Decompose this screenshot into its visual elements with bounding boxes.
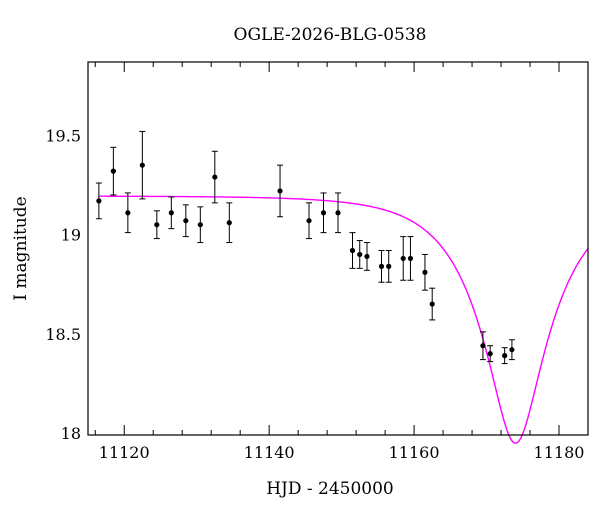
data-point-26 xyxy=(508,339,515,361)
point-marker xyxy=(386,263,392,269)
data-point-3 xyxy=(139,130,146,200)
data-point-16 xyxy=(363,242,370,271)
point-marker xyxy=(487,351,493,357)
point-marker xyxy=(277,188,283,194)
data-point-13 xyxy=(335,192,341,234)
point-marker xyxy=(154,222,160,228)
data-point-2 xyxy=(124,192,131,234)
data-point-17 xyxy=(378,249,385,283)
tick-labels: 11120 11140 11160 11180 18 18.5 19 19.5 xyxy=(45,126,584,462)
data-point-10 xyxy=(277,164,284,218)
y-tick-label: 19.5 xyxy=(45,126,81,145)
data-point-1 xyxy=(110,146,117,196)
data-point-19 xyxy=(400,236,407,281)
x-tick-label: 11120 xyxy=(99,443,150,462)
y-tick-label: 18 xyxy=(61,424,81,443)
data-point-21 xyxy=(421,253,428,291)
point-marker xyxy=(357,251,363,258)
data-point-9 xyxy=(226,202,233,244)
point-marker xyxy=(502,353,508,359)
data-point-25 xyxy=(501,347,508,365)
data-point-18 xyxy=(385,249,392,283)
data-points xyxy=(95,130,515,365)
model-curve xyxy=(98,195,589,445)
data-point-22 xyxy=(429,287,436,321)
data-point-8 xyxy=(211,150,218,204)
point-marker xyxy=(226,220,232,226)
y-tick-label: 18.5 xyxy=(45,325,81,344)
point-marker xyxy=(509,347,515,353)
data-point-24 xyxy=(487,345,494,363)
point-marker xyxy=(212,174,218,180)
data-point-0 xyxy=(95,182,102,220)
point-marker xyxy=(183,218,189,224)
point-marker xyxy=(96,198,102,204)
point-marker xyxy=(320,210,327,216)
data-point-12 xyxy=(320,192,327,234)
point-marker xyxy=(335,210,341,216)
data-point-23 xyxy=(479,331,486,361)
point-marker xyxy=(364,253,370,260)
point-marker xyxy=(480,343,486,349)
point-marker xyxy=(197,222,203,228)
data-point-4 xyxy=(153,210,160,240)
x-tick-label: 11180 xyxy=(534,443,585,462)
data-point-14 xyxy=(349,232,356,269)
point-marker xyxy=(306,218,312,224)
point-marker xyxy=(139,162,145,168)
data-point-15 xyxy=(356,240,363,269)
axis-ticks xyxy=(94,62,589,435)
y-tick-label: 19 xyxy=(61,226,81,245)
point-marker xyxy=(110,168,116,174)
point-marker xyxy=(422,269,428,275)
data-point-20 xyxy=(407,236,414,281)
x-axis-label: HJD - 2450000 xyxy=(266,479,394,499)
plot-frame xyxy=(87,61,589,436)
point-marker xyxy=(125,210,131,216)
data-point-7 xyxy=(197,206,204,244)
y-axis-label: I magnitude xyxy=(11,196,31,300)
point-marker xyxy=(378,263,385,269)
point-marker xyxy=(400,255,406,262)
point-marker xyxy=(429,301,435,307)
data-point-11 xyxy=(306,202,313,240)
x-tick-label: 11160 xyxy=(389,443,440,462)
chart-title: OGLE-2026-BLG-0538 xyxy=(234,25,427,45)
point-marker xyxy=(349,247,356,254)
point-marker xyxy=(407,255,414,262)
data-point-6 xyxy=(182,204,189,238)
point-marker xyxy=(168,210,174,216)
x-tick-label: 11140 xyxy=(244,443,295,462)
data-point-5 xyxy=(168,196,175,230)
